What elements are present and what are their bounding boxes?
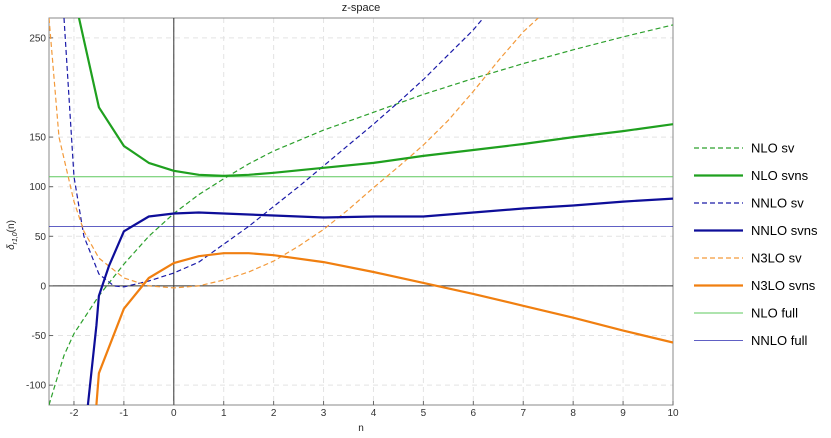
y-tick-label: 250 xyxy=(29,33,46,44)
y-tick-label: -50 xyxy=(32,331,47,342)
x-axis-label: n xyxy=(358,423,364,434)
x-tick-label: 8 xyxy=(570,408,576,419)
series-line-n3lo-svns xyxy=(95,252,673,405)
y-tick-label: -100 xyxy=(26,381,46,392)
x-tick-label: 2 xyxy=(271,408,277,419)
svg-text:δr1,0(n): δr1,0(n) xyxy=(6,220,19,250)
legend-label: NNLO svns xyxy=(751,223,818,238)
x-tick-label: 5 xyxy=(421,408,427,419)
chart-title: z-space xyxy=(342,2,381,14)
x-tick-label: 6 xyxy=(471,408,477,419)
x-tick-label: -1 xyxy=(119,408,128,419)
x-tick-label: 10 xyxy=(667,408,679,419)
axes xyxy=(49,18,673,405)
x-tick-label: 3 xyxy=(321,408,327,419)
x-tick-label: 9 xyxy=(620,408,626,419)
series-group xyxy=(49,18,673,405)
y-tick-label: 0 xyxy=(40,281,46,292)
legend-label: NLO full xyxy=(751,306,798,321)
legend-label: N3LO sv xyxy=(751,251,802,266)
grid xyxy=(49,18,674,405)
legend-label: N3LO svns xyxy=(751,278,816,293)
y-tick-label: 100 xyxy=(29,182,46,193)
legend-label: NLO svns xyxy=(751,168,809,183)
ticks: -2 -1 0 1 2 3 4 5 6 7 8 9 10 -100 -50 0 50 100 150 250 xyxy=(26,33,679,419)
x-tick-label: -2 xyxy=(70,408,79,419)
y-axis-label: δr1,0(n) xyxy=(6,220,19,250)
x-tick-label: 0 xyxy=(171,408,177,419)
series-line-n3lo-sv xyxy=(49,18,539,289)
x-tick-label: 1 xyxy=(221,408,227,419)
legend-label: NLO sv xyxy=(751,141,795,156)
legend-label: NNLO sv xyxy=(751,196,804,211)
legend-label: NNLO full xyxy=(751,333,807,348)
series-line-nlo-sv xyxy=(49,24,673,405)
y-tick-label: 50 xyxy=(35,232,47,243)
x-tick-label: 4 xyxy=(371,408,377,419)
series-line-nlo-svns xyxy=(77,18,673,177)
series-line-nnlo-svns xyxy=(86,197,673,405)
x-tick-label: 7 xyxy=(520,408,526,419)
legend: NLO sv NLO svns NNLO sv NNLO svns N3LO sv N3L… xyxy=(694,141,818,348)
plot-frame xyxy=(48,17,674,406)
y-tick-label: 150 xyxy=(29,133,46,144)
